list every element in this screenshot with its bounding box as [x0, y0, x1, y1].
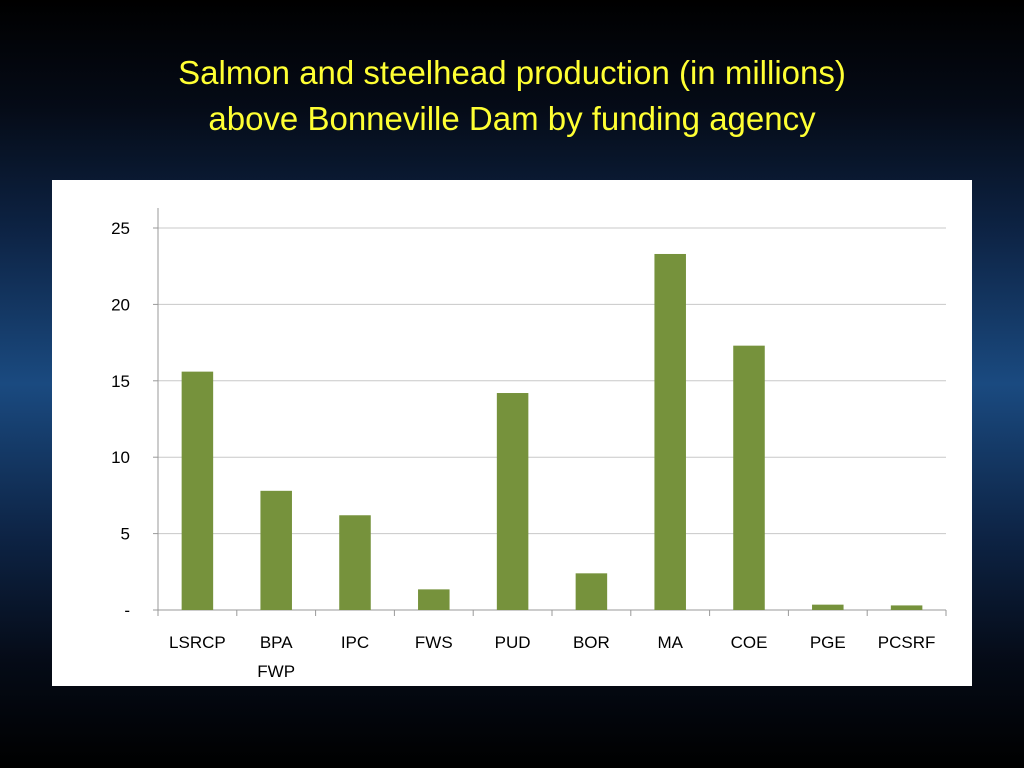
- slide-title: Salmon and steelhead production (in mill…: [0, 50, 1024, 142]
- y-tick-label: 15: [111, 372, 130, 391]
- x-tick-label: BPA: [260, 633, 293, 652]
- y-tick-label: 20: [111, 295, 130, 314]
- y-tick-label: 25: [111, 219, 130, 238]
- y-tick-label: -: [124, 601, 130, 620]
- bar-pge: [812, 604, 844, 610]
- x-tick-label: MA: [657, 633, 683, 652]
- x-tick-label: LSRCP: [169, 633, 226, 652]
- bar-ma: [654, 253, 686, 610]
- x-tick-label: FWP: [257, 662, 295, 681]
- slide-title-line-1: Salmon and steelhead production (in mill…: [178, 54, 846, 91]
- x-tick-label: COE: [731, 633, 768, 652]
- x-tick-label: FWS: [415, 633, 453, 652]
- bar-lsrcp: [181, 371, 214, 610]
- bar-fws: [418, 589, 450, 610]
- y-tick-label: 5: [121, 525, 130, 544]
- x-tick-label: PUD: [495, 633, 531, 652]
- bar-chart: - 5 10 15 20 25 LSRCP BPA FWP IPC FWS PUD BOR MA COE PG…: [111, 208, 947, 681]
- bar-bpa-fwp: [260, 490, 292, 610]
- x-tick-label: BOR: [573, 633, 610, 652]
- x-tick-label: PGE: [810, 633, 846, 652]
- bar-coe: [733, 345, 765, 610]
- bar-pcsrf: [890, 605, 923, 610]
- y-tick-label: 10: [111, 448, 130, 467]
- x-tick-label: PCSRF: [878, 633, 936, 652]
- chart-panel: - 5 10 15 20 25 LSRCP BPA FWP IPC FWS PUD BOR MA COE PG…: [52, 180, 972, 686]
- bar-pud: [496, 393, 529, 610]
- bar-ipc: [339, 515, 371, 610]
- x-tick-label: IPC: [341, 633, 369, 652]
- slide-title-line-2: above Bonneville Dam by funding agency: [208, 100, 816, 137]
- bar-bor: [575, 573, 608, 610]
